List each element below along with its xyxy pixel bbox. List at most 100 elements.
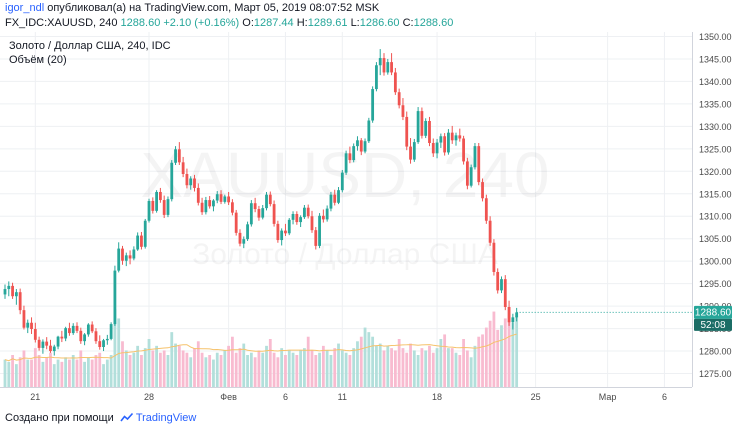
volume-bar — [105, 359, 109, 387]
price-tick-label: 1330.00 — [699, 122, 732, 132]
volume-bar — [386, 345, 390, 387]
candle-body — [276, 223, 280, 241]
close-value: 1288.60 — [413, 17, 454, 29]
candle-body — [348, 153, 352, 161]
candle-body — [208, 200, 212, 207]
candle-body — [71, 325, 75, 334]
candle-body — [401, 105, 405, 117]
candle-body — [105, 338, 109, 341]
candle-body — [416, 111, 420, 143]
volume-bar — [18, 357, 22, 387]
candle-body — [49, 345, 52, 352]
volume-bar — [484, 327, 488, 387]
candle-body — [386, 62, 390, 73]
symbol-watermark: XAUUSD, 240 Золото / Доллар США — [140, 139, 549, 271]
price-chart[interactable]: XAUUSD, 240 Золото / Доллар США 1275.00 1… — [0, 32, 742, 406]
volume-bar — [158, 352, 162, 387]
candle-body — [469, 167, 473, 186]
volume-bar — [454, 352, 458, 387]
time-tick-label: Фев — [220, 392, 237, 402]
volume-bar — [86, 357, 90, 387]
volume-bar — [79, 350, 83, 387]
volume-bar — [420, 348, 424, 387]
volume-bar — [231, 336, 234, 387]
candle-body — [98, 341, 102, 348]
volume-bar — [189, 357, 193, 387]
volume-bar — [375, 345, 378, 387]
candle-body — [303, 207, 306, 218]
volume-bar — [3, 359, 7, 387]
candle-body — [363, 141, 367, 152]
candle-body — [306, 207, 310, 217]
volume-bar — [488, 320, 492, 387]
candle-body — [337, 190, 340, 203]
publish-line: igor_ndl опубликовал(а) на TradingView.c… — [5, 2, 379, 14]
high-value: 1289.61 — [307, 17, 348, 29]
candle-body — [204, 200, 208, 213]
candle-body — [454, 135, 458, 141]
volume-bar — [196, 341, 200, 387]
volume-bar — [265, 345, 268, 387]
author-link[interactable]: igor_ndl — [5, 2, 45, 14]
candle-body — [431, 142, 435, 154]
candle-body — [488, 220, 492, 243]
time-axis[interactable]: 21 28 Фев 6 11 18 25 Мар 6 — [0, 387, 692, 403]
volume-bar — [359, 336, 363, 387]
low-label: L: — [350, 17, 360, 29]
volume-bar — [443, 334, 447, 387]
candle-body — [14, 292, 18, 297]
volume-bar — [500, 325, 503, 387]
tradingview-logo-icon — [120, 412, 133, 422]
volume-bar — [367, 332, 371, 387]
candle-body — [261, 208, 265, 218]
candle-body — [503, 279, 507, 308]
volume-bar — [132, 352, 136, 387]
tradingview-link[interactable]: TradingView — [135, 412, 197, 424]
candle-body — [515, 312, 519, 318]
volume-bar — [170, 332, 174, 387]
volume-bar — [481, 334, 484, 387]
volume-bar — [56, 359, 60, 387]
volume-bar — [83, 361, 86, 387]
candle-body — [333, 194, 337, 203]
volume-bar — [416, 355, 420, 387]
candle-body — [405, 116, 409, 147]
candle-body — [284, 230, 287, 234]
candle-body — [215, 194, 219, 201]
volume-bar — [276, 357, 280, 387]
candle-body — [246, 224, 249, 240]
volume-bar — [280, 348, 284, 387]
candle-body — [477, 146, 481, 183]
volume-bar — [382, 350, 386, 387]
volume-bar — [90, 359, 94, 387]
volume-bar — [431, 352, 435, 387]
candle-body — [344, 153, 348, 173]
candle-body — [314, 230, 318, 246]
candle-body — [185, 174, 189, 186]
volume-bar — [147, 339, 151, 387]
candle-body — [295, 213, 299, 223]
volume-bar — [37, 355, 41, 387]
volume-bar — [428, 345, 431, 387]
candle-body — [272, 204, 276, 224]
chart-background — [0, 32, 742, 406]
volume-bar — [124, 350, 128, 387]
volume-bar — [166, 355, 170, 387]
volume-bar — [268, 339, 272, 387]
time-tick-label: 25 — [531, 392, 541, 402]
volume-bar — [253, 357, 257, 387]
price-badges: 1288.60 52:08 — [516, 305, 732, 331]
series-title: Золото / Доллар США, 240, IDC — [9, 40, 171, 52]
candle-body — [117, 248, 121, 271]
volume-ma-polyline — [4, 333, 517, 362]
volume-bar — [450, 348, 454, 387]
volume-bar — [219, 355, 223, 387]
candle-body — [484, 198, 488, 221]
candle-body — [268, 194, 272, 205]
symbol-ohlc-line: FX_IDC:XAUUSD, 240 1288.60 +2.10 (+0.16%… — [5, 17, 453, 29]
footer: Создано при помощи TradingView — [5, 412, 196, 424]
volume-bar — [121, 341, 124, 387]
volume-bar — [318, 352, 321, 387]
price-tick-label: 1300.00 — [699, 257, 732, 267]
price-tick-label: 1280.00 — [699, 347, 732, 357]
